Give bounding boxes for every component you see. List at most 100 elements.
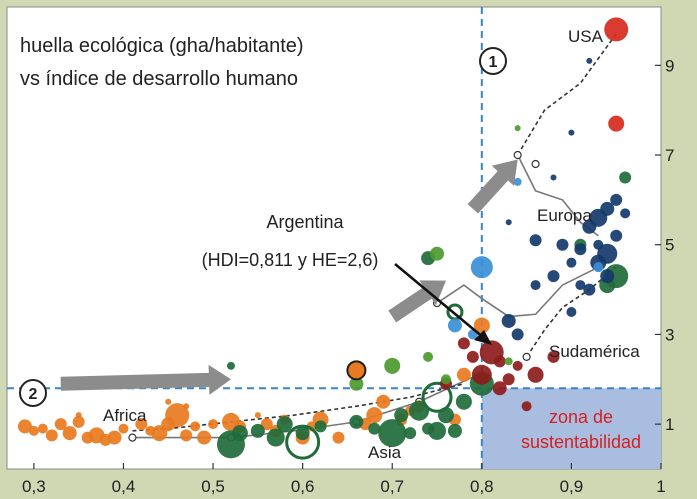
chart-title: huella ecológica (gha/habitante) [20, 35, 304, 57]
point-asia [314, 420, 327, 433]
point-asia [428, 421, 447, 440]
point-asia [295, 426, 310, 441]
sustainability-zone-rect [481, 388, 661, 469]
y-tick-label: 7 [665, 146, 674, 165]
x-tick-label: 0,5 [201, 477, 225, 496]
trend-arrow [60, 364, 231, 395]
point-africa [17, 419, 32, 434]
point-asia [250, 423, 265, 438]
point-asia [276, 416, 293, 433]
point-sudam-rica [492, 381, 507, 396]
trend-arrows [60, 159, 518, 395]
reference-marker-2 [19, 379, 47, 407]
point-otros-verde-claro [504, 357, 513, 366]
region-label-usa: USA [568, 27, 604, 46]
point-asia [226, 361, 235, 370]
point-asia [349, 414, 364, 429]
y-tick-label: 9 [665, 56, 674, 75]
point-sudam-rica [527, 366, 544, 383]
point-europa [566, 257, 577, 268]
point-otros-verde-claro [440, 374, 451, 385]
point-europa [568, 129, 575, 136]
point-sudam-rica [466, 350, 479, 363]
point-europa [501, 313, 516, 328]
zone-label-line2: sustentabilidad [521, 432, 641, 452]
point-europa [566, 307, 577, 318]
point-europa [529, 234, 542, 247]
point-africa [107, 430, 122, 445]
point-africa [332, 431, 345, 444]
point-asia [447, 423, 462, 438]
point-africa [376, 394, 391, 409]
point-europa [620, 208, 631, 219]
sustainability-zone [481, 388, 661, 469]
trend-arrow-shape [60, 364, 231, 395]
point-europa [550, 174, 557, 181]
y-tick-label: 5 [665, 236, 674, 255]
point-sudam-rica [493, 355, 506, 368]
axes: 0,3 0,4 0,5 0,6 0,7 0,8 0,9 1 1 3 5 7 9 [22, 56, 674, 496]
point-europa [600, 269, 615, 284]
point-ref-orange-outline [346, 360, 367, 381]
point-africa [75, 412, 82, 419]
point-africa [118, 423, 129, 434]
x-tick-label: 0,3 [22, 477, 46, 496]
point-europa [511, 328, 524, 341]
point-africa [183, 403, 190, 410]
reference-marker-2-label: 2 [29, 386, 38, 403]
x-tick-label: 0,8 [470, 477, 494, 496]
point-europa [583, 283, 596, 296]
annotation-detail: (HDI=0,811 y HE=2,6) [202, 250, 379, 270]
point-asia-contorno [285, 424, 321, 460]
point-africa [165, 403, 190, 428]
point-sudam-rica [547, 350, 560, 363]
point-outros [593, 262, 604, 273]
point-europa [597, 243, 618, 264]
point-asia [404, 427, 417, 440]
point-outros [447, 318, 462, 333]
data-points [17, 17, 632, 460]
point-asia-contorno [421, 381, 453, 413]
point-outros [513, 177, 522, 186]
point-africa [260, 418, 273, 431]
point-africa [28, 425, 39, 436]
point-africa [366, 407, 383, 424]
trend-marker [128, 433, 137, 442]
x-tick-label: 0,6 [291, 477, 315, 496]
trend-line-sudam-rica-dashed [525, 266, 617, 358]
x-tick-label: 0,4 [112, 477, 136, 496]
y-tick-label: 3 [665, 325, 674, 344]
x-tick-label: 0,7 [380, 477, 404, 496]
point-usa [604, 17, 629, 42]
point-outros [470, 256, 493, 279]
point-europa [530, 280, 541, 291]
annotation-title: Argentina [266, 212, 344, 232]
point-africa [72, 415, 85, 428]
point-europa [600, 201, 615, 216]
point-sudam-rica [471, 364, 492, 385]
trend-marker [531, 159, 540, 169]
point-sudam-rica [457, 337, 470, 350]
point-africa [190, 421, 201, 432]
point-otros-verde-claro [384, 357, 401, 374]
reference-marker-1-label: 1 [489, 54, 498, 71]
trend-line-europa-dashed [516, 33, 617, 156]
point-africa [37, 423, 48, 434]
point-sudam-rica [521, 401, 532, 412]
trend-arrow-shape [467, 159, 518, 214]
y-tick-label: 1 [665, 415, 674, 434]
region-label-europa: Europa [537, 206, 592, 225]
trend-arrow-shape [388, 280, 446, 323]
zone-label-line1: zona de [549, 407, 613, 427]
x-tick-label: 1 [656, 477, 665, 496]
chart-subtitle: vs índice de desarrollo humano [20, 68, 298, 90]
point-europa [586, 57, 593, 64]
point-europa [505, 219, 512, 226]
point-asia [368, 422, 381, 435]
point-africa [62, 426, 77, 441]
point-africa [254, 412, 261, 419]
point-europa [610, 229, 623, 242]
point-europa [575, 280, 586, 291]
point-europa [547, 270, 560, 283]
